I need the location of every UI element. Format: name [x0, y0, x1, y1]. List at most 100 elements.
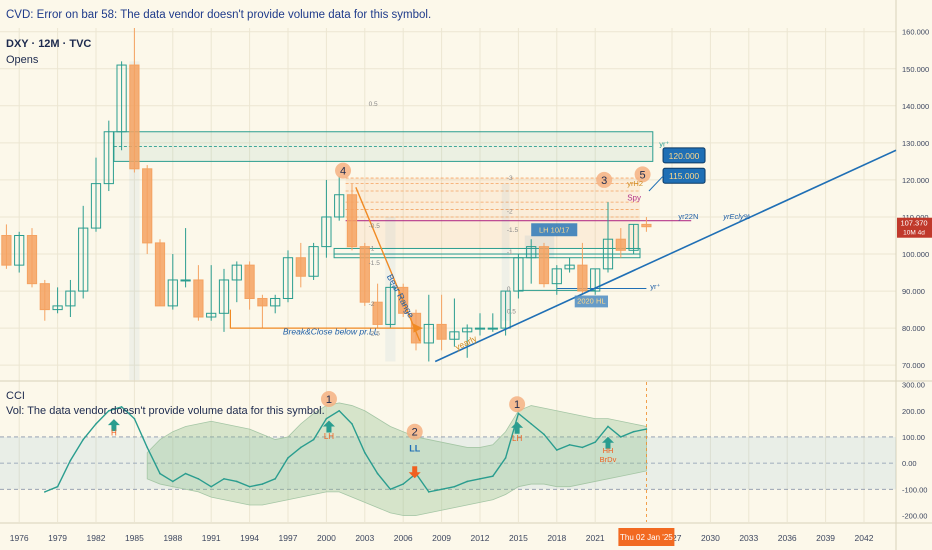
- candle-2020[interactable]: [577, 242, 588, 295]
- candle-1985[interactable]: [129, 28, 140, 173]
- fib-shade-1985: [129, 61, 140, 380]
- candle-body: [282, 257, 294, 299]
- hl-box[interactable]: [574, 295, 608, 308]
- cci-wave1b-circle[interactable]: [509, 396, 526, 413]
- candle-1986[interactable]: [142, 165, 153, 255]
- candle-2021[interactable]: [590, 268, 601, 295]
- candle-1977[interactable]: [26, 228, 38, 288]
- candle-2018[interactable]: [551, 265, 562, 295]
- current-price-badge[interactable]: [897, 217, 932, 238]
- candle-body: [90, 183, 102, 229]
- cursor-date-label: Thu 02 Jan '25: [620, 533, 673, 542]
- candle-1988[interactable]: [167, 254, 178, 310]
- candle-2015[interactable]: [513, 254, 524, 299]
- candle-1997[interactable]: [282, 250, 294, 303]
- candle-2009[interactable]: [436, 294, 447, 351]
- candle-1984[interactable]: [116, 61, 127, 151]
- cursor-date-badge[interactable]: [618, 528, 675, 546]
- candle-1982[interactable]: [90, 157, 102, 232]
- candle-2008[interactable]: [423, 294, 434, 362]
- candle-2002[interactable]: [346, 183, 358, 251]
- candle-1987[interactable]: [154, 239, 166, 307]
- candle-1990[interactable]: [193, 265, 204, 321]
- candle-1993[interactable]: [231, 261, 242, 303]
- cci-title[interactable]: CCI: [6, 390, 25, 402]
- candle-1976[interactable]: [14, 231, 25, 273]
- cci-wave1a-label: 1: [326, 394, 332, 406]
- candle-body: [65, 290, 76, 307]
- rising-trendline[interactable]: [434, 149, 897, 363]
- candle-1998[interactable]: [295, 242, 306, 288]
- price-tick-label: 110.000: [902, 213, 929, 222]
- cci-wave2-circle[interactable]: [406, 423, 423, 440]
- candle-body: [372, 301, 383, 325]
- candle-2025[interactable]: [641, 216, 652, 232]
- candle-2005[interactable]: [385, 283, 396, 329]
- candle-1980[interactable]: [65, 279, 76, 318]
- candle-2022[interactable]: [602, 202, 614, 273]
- price-tick-label: 130.000: [902, 139, 929, 148]
- wave4-circle[interactable]: [335, 162, 352, 179]
- candle-2014[interactable]: [500, 290, 511, 336]
- symbol-title[interactable]: DXY · 12M · TVC: [6, 38, 92, 50]
- time-tick-label: 1979: [48, 533, 67, 543]
- price-tick-label: 120.000: [902, 176, 929, 185]
- wave5-circle[interactable]: [634, 166, 651, 183]
- candle-body: [602, 238, 614, 270]
- candle-2024[interactable]: [628, 223, 639, 255]
- candle-2023[interactable]: [615, 228, 626, 258]
- candle-1996[interactable]: [270, 294, 281, 314]
- target1-box[interactable]: [662, 147, 706, 164]
- candle-2016[interactable]: [526, 239, 537, 284]
- time-tick-label: 2000: [317, 533, 336, 543]
- candle-2001[interactable]: [334, 176, 345, 221]
- candle-2013[interactable]: [487, 313, 498, 332]
- cci-point-1987: [159, 472, 161, 475]
- candle-body: [1, 234, 12, 266]
- candle-1979[interactable]: [52, 287, 63, 314]
- time-tick-label: 1991: [202, 533, 221, 543]
- wave3-circle[interactable]: [596, 171, 613, 188]
- candle-1975[interactable]: [1, 224, 12, 269]
- indicator-opens-label[interactable]: Opens: [6, 54, 39, 66]
- candle-1978[interactable]: [39, 279, 50, 321]
- candle-1989[interactable]: [180, 228, 191, 288]
- lh-box[interactable]: [531, 223, 578, 237]
- cci-point-2013: [492, 475, 494, 478]
- zones: [113, 61, 692, 380]
- candle-1991[interactable]: [206, 265, 217, 321]
- candle-2003[interactable]: [359, 242, 370, 306]
- cci-wave1a-circle[interactable]: [320, 391, 337, 408]
- candle-1981[interactable]: [78, 205, 89, 299]
- candle-body: [641, 223, 652, 228]
- candle-1983[interactable]: [103, 120, 114, 192]
- cci-point-2006: [402, 483, 405, 485]
- candle-2011[interactable]: [462, 324, 473, 358]
- wave4-label: 4: [340, 166, 346, 178]
- cci-point-2021: [594, 441, 596, 443]
- candle-2000[interactable]: [321, 179, 332, 258]
- candle-1992[interactable]: [218, 268, 230, 332]
- candle-1995[interactable]: [257, 294, 268, 329]
- cci-point-1999: [312, 438, 315, 441]
- yrh2-label: yrH2: [627, 179, 643, 188]
- bear-range-line[interactable]: [355, 187, 421, 342]
- candle-2010[interactable]: [449, 298, 460, 347]
- lh-label-b: LH: [512, 434, 522, 443]
- time-tick-label: 2036: [778, 533, 797, 543]
- candle-2004[interactable]: [372, 283, 383, 329]
- candles[interactable]: [0, 28, 652, 362]
- cci-line[interactable]: [44, 406, 647, 493]
- candle-body: [346, 194, 358, 248]
- target2-box[interactable]: [662, 167, 706, 184]
- candle-2012[interactable]: [474, 313, 486, 336]
- candle-1999[interactable]: [308, 242, 319, 280]
- lh-arrow-b: [511, 421, 524, 434]
- candle-1994[interactable]: [244, 261, 255, 310]
- candle-2017[interactable]: [538, 242, 550, 288]
- monthly-open-zone: [113, 131, 654, 162]
- candle-2019[interactable]: [564, 257, 575, 273]
- h-arrow: [107, 419, 120, 432]
